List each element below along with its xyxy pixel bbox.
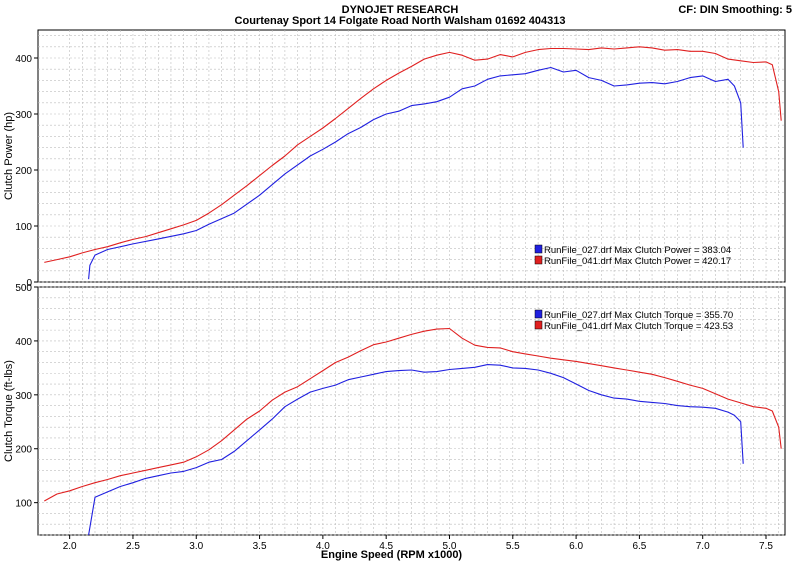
legend-entry: RunFile_041.drf Max Clutch Power = 420.1… [544, 256, 731, 267]
x-tick-label: 4.5 [379, 541, 393, 552]
legend-entry: RunFile_027.drf Max Clutch Torque = 355.… [544, 310, 733, 321]
x-tick-label: 2.5 [126, 541, 140, 552]
y-tick-label: 200 [15, 445, 32, 456]
x-tick-label: 2.0 [63, 541, 77, 552]
y-tick-label: 100 [15, 222, 32, 233]
legend-swatch [534, 320, 543, 330]
y-tick-label: 200 [15, 166, 32, 177]
chart-panel-1: 0 100 200 300 400 Clutch Power (hp) RunFile_02… [3, 29, 786, 289]
y-tick-label: 500 [15, 283, 32, 294]
y-axis-label: Clutch Power (hp) [3, 112, 15, 200]
series-line-runfile-027-drf [88, 66, 744, 280]
y-tick-label: 400 [15, 54, 32, 65]
legend-entry: RunFile_041.drf Max Clutch Torque = 423.… [544, 321, 733, 332]
x-axis-label: Engine Speed (RPM x1000) [321, 549, 463, 561]
x-tick-label: 3.5 [253, 541, 267, 552]
x-tick-label: 6.5 [632, 541, 646, 552]
legend-entry: RunFile_027.drf Max Clutch Power = 383.0… [544, 245, 731, 256]
y-tick-label: 0 [26, 278, 32, 289]
x-tick-label: 6.0 [569, 541, 583, 552]
x-tick-label: 7.0 [696, 541, 710, 552]
y-tick-label: 400 [15, 337, 32, 348]
report-title: DYNOJET RESEARCH [341, 4, 459, 16]
y-axis-label: Clutch Torque (ft-lbs) [3, 360, 15, 462]
y-tick-label: 300 [15, 110, 32, 121]
x-tick-label: 7.5 [759, 541, 773, 552]
legend-swatch [534, 309, 543, 319]
y-tick-label: 100 [15, 499, 32, 510]
x-tick-label: 4.0 [316, 541, 330, 552]
report-subtitle: Courtenay Sport 14 Folgate Road North Wa… [234, 15, 566, 27]
series-line-runfile-027-drf [88, 364, 744, 536]
x-tick-label: 5.0 [443, 541, 457, 552]
series-line-runfile-041-drf [44, 46, 782, 263]
correction-factor-label: CF: DIN Smoothing: 5 [678, 4, 792, 16]
x-tick-label: 3.0 [189, 541, 203, 552]
y-tick-label: 300 [15, 391, 32, 402]
chart-panel-2: 100 200 300 400 500 Clutch Torque (ft-lbs) Run… [3, 283, 786, 536]
x-tick-label: 5.5 [506, 541, 520, 552]
legend-swatch [534, 255, 543, 265]
legend-swatch [534, 244, 543, 254]
series-line-runfile-041-drf [44, 327, 782, 502]
